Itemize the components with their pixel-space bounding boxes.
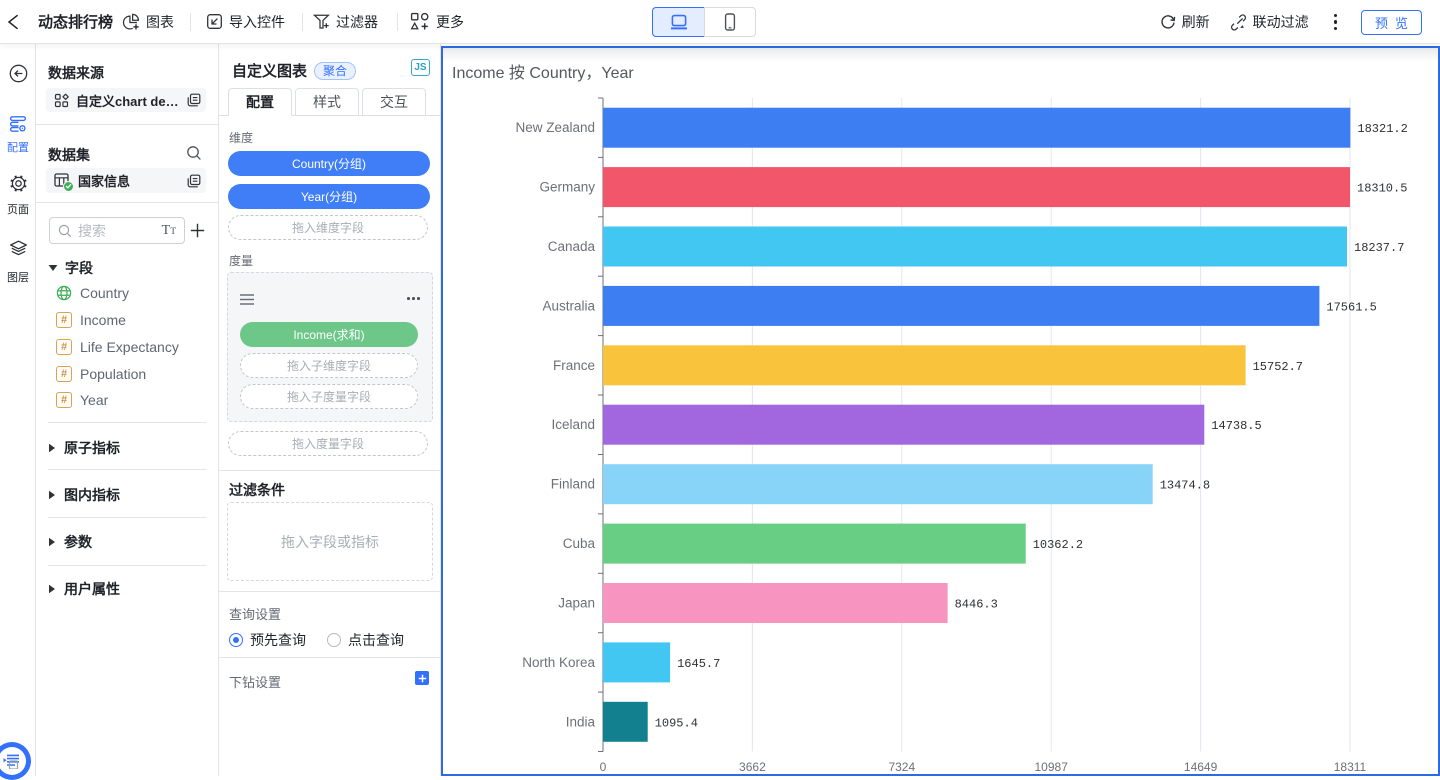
svg-text:1645.7: 1645.7 [677,657,720,671]
svg-text:3662: 3662 [739,760,766,774]
svg-text:Cuba: Cuba [563,536,596,551]
svg-text:France: France [553,358,595,373]
svg-text:10362.2: 10362.2 [1033,538,1083,552]
svg-text:17561.5: 17561.5 [1326,300,1376,314]
svg-text:Iceland: Iceland [551,417,595,432]
svg-text:Canada: Canada [548,239,596,254]
svg-text:7324: 7324 [888,760,915,774]
svg-text:13474.8: 13474.8 [1160,479,1210,493]
svg-text:18237.7: 18237.7 [1354,241,1404,255]
svg-text:18310.5: 18310.5 [1357,182,1407,196]
svg-text:18311: 18311 [1334,760,1367,774]
svg-text:18321.2: 18321.2 [1357,122,1407,136]
svg-text:Germany: Germany [539,180,595,195]
svg-text:Finland: Finland [551,477,595,492]
svg-text:15752.7: 15752.7 [1253,360,1303,374]
svg-text:1095.4: 1095.4 [655,716,698,730]
svg-text:India: India [566,714,596,729]
svg-text:10987: 10987 [1035,760,1069,774]
svg-text:Japan: Japan [558,596,595,611]
svg-text:14738.5: 14738.5 [1211,419,1261,433]
svg-text:0: 0 [600,760,607,774]
svg-text:8446.3: 8446.3 [955,598,998,612]
svg-text:Australia: Australia [542,298,595,313]
svg-text:North Korea: North Korea [522,655,595,670]
svg-text:New Zealand: New Zealand [515,120,595,135]
svg-text:14649: 14649 [1184,760,1218,774]
